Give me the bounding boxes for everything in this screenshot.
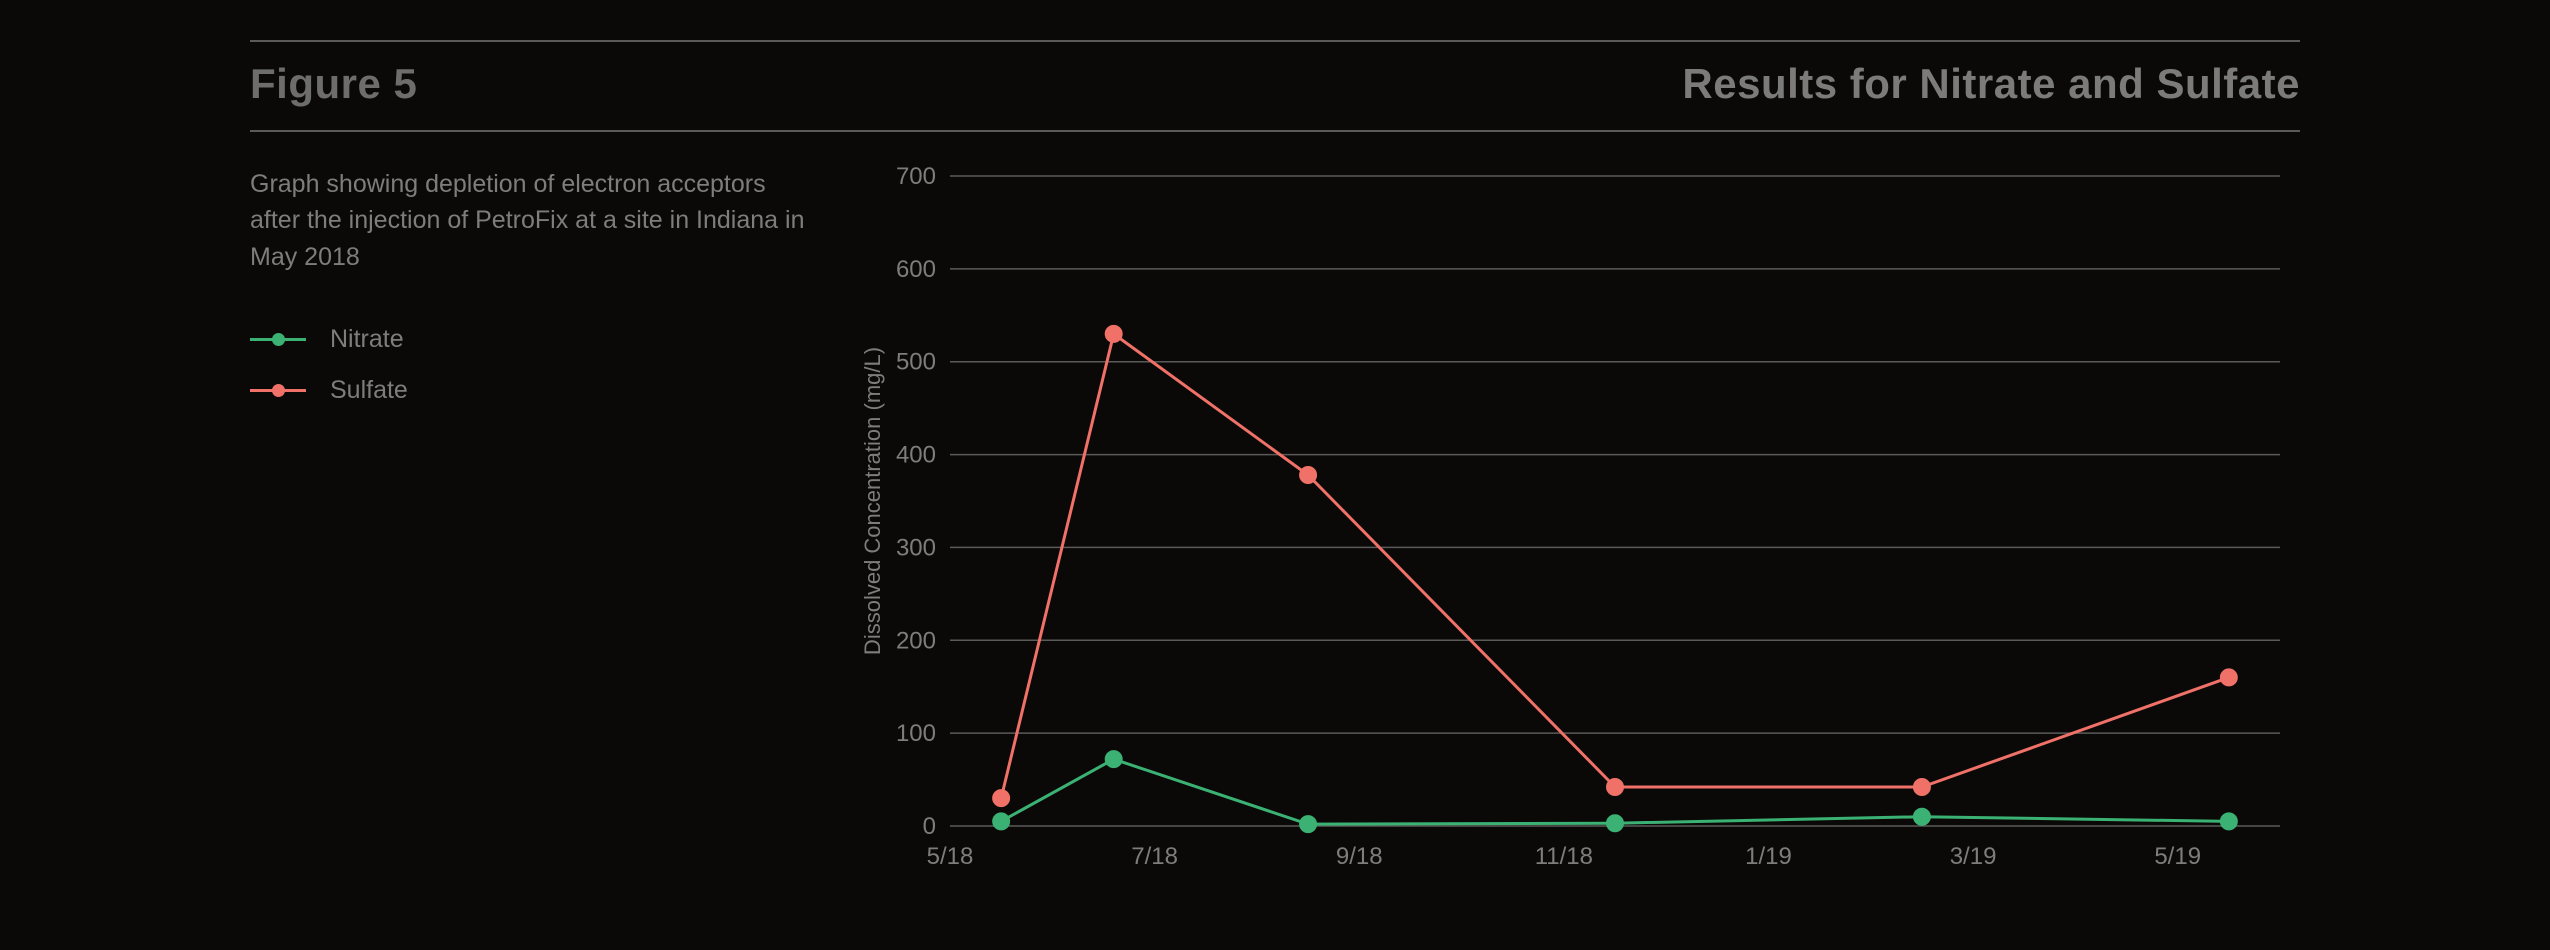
x-tick-label: 7/18 [1131,843,1178,870]
series-point-nitrate [2221,813,2237,829]
series-point-sulfate [1106,326,1122,342]
series-point-nitrate [1300,816,1316,832]
series-point-sulfate [993,790,1009,806]
series-point-nitrate [1106,751,1122,767]
series-line-sulfate [1001,334,2229,798]
series-point-nitrate [1607,815,1623,831]
legend-label: Sulfate [330,376,408,405]
figure-label: Figure 5 [250,60,417,108]
y-axis-label: Dissolved Concentration (mg/L) [860,347,885,655]
figure-header: Figure 5 Results for Nitrate and Sulfate [250,42,2300,130]
y-tick-label: 300 [896,534,936,561]
x-tick-label: 1/19 [1745,843,1792,870]
figure-container: Figure 5 Results for Nitrate and Sulfate… [0,0,2550,926]
y-tick-label: 100 [896,720,936,747]
chart-area: 0 100 200 300 400 500 600 700 5/18 7/18 9/18 11/18 1… [850,166,2300,886]
legend-label: Nitrate [330,325,404,354]
y-tick-label: 700 [896,166,936,190]
legend-swatch [250,380,306,400]
figure-body: Graph showing depletion of electron acce… [250,132,2300,886]
x-tick-label: 3/19 [1950,843,1997,870]
series-point-sulfate [2221,669,2237,685]
y-tick-label: 200 [896,627,936,654]
series-point-nitrate [993,813,1009,829]
series-point-sulfate [1914,779,1930,795]
left-column: Graph showing depletion of electron acce… [250,166,810,886]
series-point-sulfate [1607,779,1623,795]
series-point-nitrate [1914,809,1930,825]
x-tick-label: 9/18 [1336,843,1383,870]
series-point-sulfate [1300,467,1316,483]
line-chart: 0 100 200 300 400 500 600 700 5/18 7/18 9/18 11/18 1… [850,166,2290,886]
y-tick-label: 0 [923,813,936,840]
legend-item: Sulfate [250,376,810,405]
legend-swatch [250,329,306,349]
y-tick-label: 400 [896,442,936,469]
y-tick-label: 600 [896,256,936,283]
chart-legend: Nitrate Sulfate [250,325,810,405]
x-tick-label: 11/18 [1535,843,1593,870]
legend-item: Nitrate [250,325,810,354]
x-tick-label: 5/19 [2154,843,2201,870]
x-tick-label: 5/18 [927,843,974,870]
figure-title: Results for Nitrate and Sulfate [1682,60,2300,108]
y-tick-label: 500 [896,349,936,376]
figure-caption: Graph showing depletion of electron acce… [250,166,810,275]
